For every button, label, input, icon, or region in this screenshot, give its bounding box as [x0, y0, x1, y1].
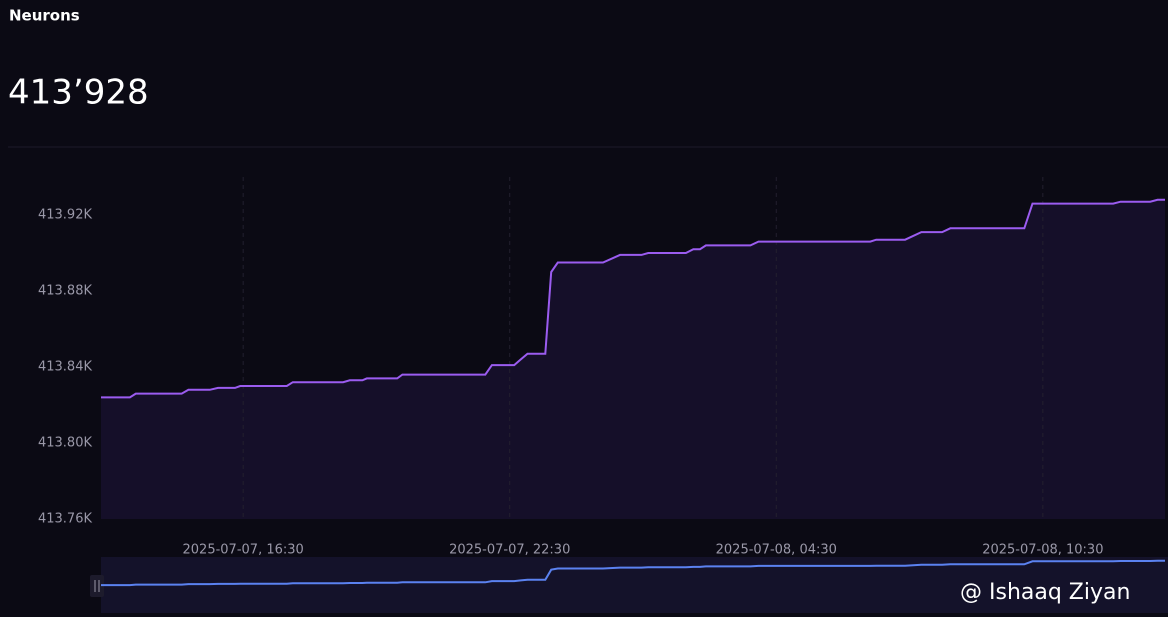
line — [101, 198, 1165, 399]
panel-title: Neurons — [9, 7, 80, 25]
y-tick-label: 413.80K — [38, 436, 92, 451]
y-tick-label: 413.88K — [38, 284, 92, 299]
navigator — [101, 557, 1168, 613]
current-value: 413’928 — [8, 73, 149, 113]
x-tick-label: 2025-07-08, 04:30 — [716, 543, 837, 558]
watermark: @ Ishaaq Ziyan — [960, 580, 1130, 605]
y-tick-label: 413.76K — [38, 512, 92, 527]
navigator-handle[interactable] — [90, 575, 104, 597]
y-tick-label: 413.84K — [38, 360, 92, 375]
x-tick-label: 2025-07-08, 10:30 — [982, 543, 1103, 558]
area — [101, 199, 1165, 520]
y-tick-label: 413.92K — [38, 208, 92, 223]
navigator-line — [101, 559, 1165, 587]
x-tick-label: 2025-07-07, 16:30 — [183, 543, 304, 558]
x-tick-label: 2025-07-07, 22:30 — [449, 543, 570, 558]
